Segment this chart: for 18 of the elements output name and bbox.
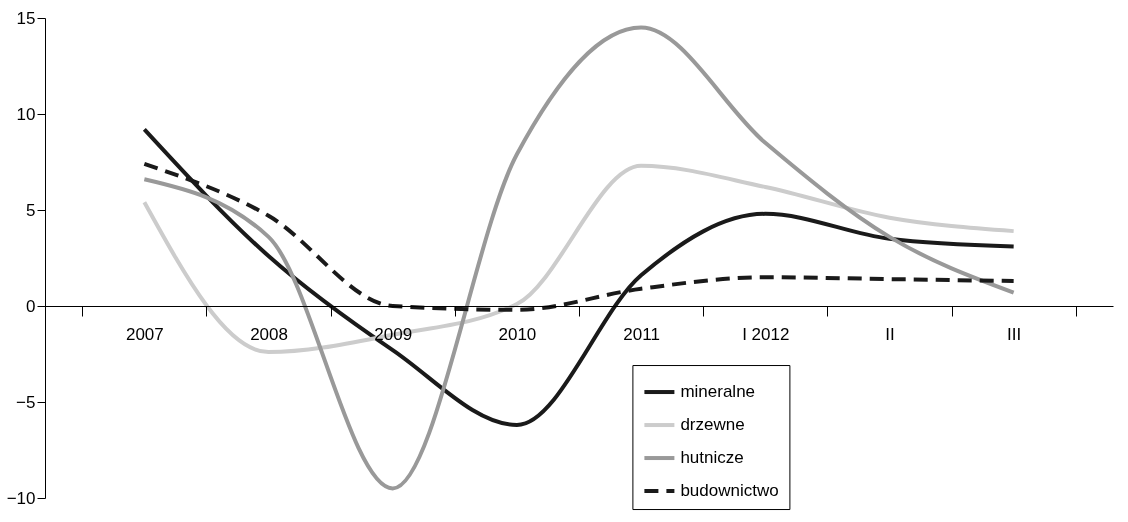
legend-label: mineralne: [680, 382, 756, 402]
x-tick-label: 2007: [125, 324, 164, 344]
y-tick-label: −10: [6, 488, 36, 508]
y-tick-label: 5: [26, 200, 36, 220]
x-tick-label: 2011: [623, 324, 660, 344]
x-tick-label: 2010: [498, 324, 537, 344]
x-tick-label: III: [1007, 324, 1022, 344]
legend-label: budownictwo: [680, 481, 779, 501]
y-tick-label: 15: [16, 8, 36, 28]
y-tick-label: −5: [16, 392, 36, 412]
x-tick-label: I 2012: [742, 324, 790, 344]
y-tick-label: 0: [26, 296, 36, 316]
legend-label: hutnicze: [680, 448, 744, 468]
x-tick-label: 2008: [250, 324, 288, 344]
legend-label: drzewne: [680, 415, 745, 435]
y-tick-label: 10: [16, 104, 36, 124]
x-tick-label: II: [885, 324, 895, 344]
x-tick-label: 2009: [374, 324, 413, 344]
